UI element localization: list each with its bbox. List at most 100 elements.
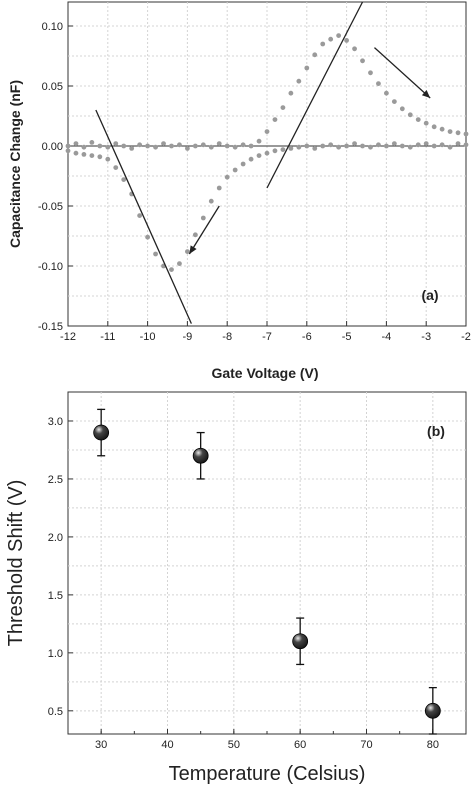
data-point [399,143,405,149]
x-tick-label: -8 [222,331,232,343]
data-point [216,185,222,191]
data-point [328,36,334,42]
data-point [415,142,421,148]
x-tick-label: -6 [302,331,312,343]
data-point [161,141,166,147]
data-point [272,148,278,154]
x-tick-label: -4 [382,331,392,343]
data-point [336,144,342,150]
y-tick-label: 0.00 [42,141,63,153]
x-tick-label: -3 [421,331,431,343]
data-point [208,144,214,150]
data-point [73,150,79,156]
data-point [200,215,206,221]
x-tick-label: 60 [294,739,306,751]
data-point [129,146,135,151]
data-point [65,143,71,149]
y-tick-label: 2.5 [48,474,63,486]
data-point [185,146,190,151]
data-point [89,153,95,159]
data-point [304,65,310,71]
y-tick-label: 0.05 [42,81,63,93]
data-point [368,144,373,150]
data-point [177,142,182,148]
data-point [280,105,286,110]
data-point [352,141,357,147]
x-tick-label: -2 [461,331,471,343]
y-tick-label: 2.0 [48,532,63,544]
data-point [105,144,111,150]
y-tick-label: -0.15 [38,321,63,333]
data-point [192,232,198,238]
x-tick-label: -10 [140,331,156,343]
data-point [145,234,151,240]
data-point [304,143,310,149]
data-point [192,447,209,464]
data-point [312,146,318,151]
data-point [439,126,445,132]
reference-line [266,1,364,189]
data-point [384,143,389,149]
data-point [185,249,190,255]
data-point [121,177,127,183]
data-point [447,129,453,135]
data-point [423,120,429,126]
data-point [137,142,143,148]
data-point [153,251,158,257]
data-point [169,143,174,149]
data-point [463,131,469,137]
data-point [137,213,143,219]
data-point [169,267,174,272]
data-point [145,143,151,149]
data-point [153,144,158,150]
data-point [89,140,95,145]
data-point [424,702,441,719]
x-tick-label: 70 [360,739,372,751]
data-point [344,38,349,43]
data-point [81,144,87,150]
data-point [415,117,421,122]
data-point [360,143,365,149]
data-point [272,117,278,122]
data-point [431,124,437,130]
data-point [391,141,397,147]
data-point [216,141,222,147]
data-point [463,142,469,148]
panel-label: (b) [427,423,445,439]
data-point [447,144,453,150]
x-tick-label: -7 [262,331,272,343]
data-point [288,146,294,151]
data-point [352,46,357,52]
reference-line [95,109,192,324]
data-point [320,143,326,149]
y-axis-label: Capacitance Change (nF) [7,80,23,248]
data-point [256,153,262,159]
data-point [296,78,302,84]
y-tick-label: 1.5 [48,590,63,602]
x-tick-label: -9 [183,331,193,343]
data-point [360,58,365,64]
data-point [336,33,342,38]
data-point [344,143,349,149]
data-point [248,156,254,162]
arrow-shaft [188,205,220,255]
data-point [407,112,413,118]
data-point [232,144,238,150]
data-point [376,142,381,148]
data-point [423,141,429,147]
data-point [113,165,119,171]
panel-b-chart: 30 40 50 60 70 80 0.5 1.0 1.5 2.0 2.5 3.0 Temperatur… [5,391,467,785]
data-point [455,141,461,147]
data-point [368,70,373,76]
y-axis-label: Threshold Shift (V) [5,480,27,647]
data-point [320,41,326,47]
x-tick-label: 50 [228,739,240,751]
data-point [264,150,270,156]
data-point [439,142,445,148]
data-point [208,198,214,204]
data-point [97,143,103,149]
data-point [240,142,246,148]
plot-area [67,391,467,735]
